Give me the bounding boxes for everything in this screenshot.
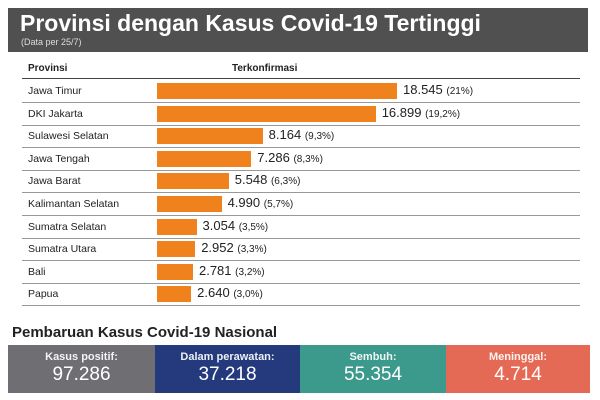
province-label: Sumatra Selatan — [28, 220, 107, 233]
stat-value: 55.354 — [343, 364, 403, 385]
stat-label: Meninggal: — [488, 351, 548, 363]
province-label: Jawa Tengah — [28, 152, 90, 165]
value-percent: (3,0%) — [233, 289, 263, 301]
value-label: 18.545 (21%) — [403, 82, 473, 97]
column-header-confirmed: Terkonfirmasi — [232, 63, 298, 74]
table-row: Papua 2.640 (3,0%) — [22, 283, 580, 307]
value-label: 2.781 (3,2%) — [199, 263, 265, 278]
stat-value: 37.218 — [198, 364, 257, 385]
stat-card: Meninggal: 4.714 — [446, 345, 590, 393]
value-percent: (21%) — [446, 86, 474, 97]
province-label: Jawa Timur — [28, 85, 82, 97]
bar — [157, 83, 397, 99]
value-number: 2.640 — [197, 285, 230, 301]
stat-value: 4.714 — [494, 364, 542, 385]
value-number: 8.164 — [268, 127, 302, 143]
table-row: Kalimantan Selatan 4.990 (5,7%) — [22, 193, 580, 216]
stat-label: Dalam perawatan: — [180, 351, 275, 363]
stat-card: Dalam perawatan: 37.218 — [155, 345, 300, 393]
bar — [157, 196, 222, 212]
bar — [157, 286, 192, 303]
province-label: Sulawesi Selatan — [28, 130, 109, 143]
value-percent: (3,3%) — [237, 244, 267, 256]
header-divider — [22, 78, 580, 79]
page-subtitle: (Data per 25/7) — [21, 37, 82, 47]
province-label: Papua — [28, 288, 59, 301]
value-number: 2.952 — [201, 240, 234, 256]
province-label: Bali — [28, 265, 46, 278]
table-row: Jawa Tengah 7.286 (8,3%) — [22, 148, 580, 171]
stat-label: Kasus positif: — [45, 351, 118, 363]
value-label: 16.899 (19,2%) — [382, 105, 460, 120]
bar — [157, 263, 193, 280]
province-label: Sumatra Utara — [28, 243, 97, 256]
value-number: 16.899 — [381, 104, 422, 120]
header-banner: Provinsi dengan Kasus Covid-19 Tertinggi… — [8, 8, 588, 52]
bar — [157, 105, 376, 122]
value-number: 4.990 — [227, 195, 261, 210]
province-label: DKI Jakarta — [28, 107, 83, 120]
value-label: 5.548 (6,3%) — [235, 172, 301, 187]
table-row: Sumatra Selatan 3.054 (3,5%) — [22, 216, 580, 239]
table-row: Jawa Barat 5.548 (6,3%) — [22, 170, 580, 194]
value-number: 3.054 — [202, 217, 236, 233]
stat-value: 97.286 — [52, 364, 111, 385]
province-label: Jawa Barat — [28, 175, 81, 188]
value-percent: (19,2%) — [425, 108, 461, 120]
stat-card: Sembuh: 55.354 — [300, 345, 446, 393]
value-number: 5.548 — [234, 172, 268, 188]
province-label: Kalimantan Selatan — [28, 198, 120, 210]
bar — [157, 128, 263, 145]
value-percent: (8,3%) — [293, 153, 323, 165]
table-row: Sulawesi Selatan 8.164 (9,3%) — [22, 125, 580, 149]
national-title: Pembaruan Kasus Covid-19 Nasional — [12, 324, 278, 341]
bar — [157, 241, 196, 258]
column-header-province: Provinsi — [28, 63, 68, 74]
table-row: Sumatra Utara 2.952 (3,3%) — [22, 238, 580, 262]
bar — [157, 218, 197, 235]
value-number: 18.545 — [403, 82, 443, 97]
value-label: 4.990 (5,7%) — [228, 195, 294, 210]
value-label: 2.640 (3,0%) — [197, 285, 263, 300]
table-row: Bali 2.781 (3,2%) — [22, 261, 580, 284]
value-label: 2.952 (3,3%) — [201, 240, 267, 255]
page-title: Provinsi dengan Kasus Covid-19 Tertinggi — [20, 10, 481, 36]
table-row: DKI Jakarta 16.899 (19,2%) — [22, 103, 580, 126]
stat-label: Sembuh: — [349, 351, 397, 363]
value-label: 8.164 (9,3%) — [269, 127, 335, 142]
bar — [157, 173, 229, 190]
value-percent: (3,2%) — [235, 266, 265, 278]
value-number: 2.781 — [198, 262, 232, 278]
bar — [157, 150, 252, 167]
value-percent: (3,5%) — [238, 221, 269, 233]
value-number: 7.286 — [257, 149, 290, 165]
value-percent: (6,3%) — [270, 176, 301, 188]
table-row: Jawa Timur 18.545 (21%) — [22, 80, 580, 103]
value-percent: (5,7%) — [263, 199, 294, 210]
stat-card: Kasus positif: 97.286 — [8, 345, 155, 393]
value-percent: (9,3%) — [304, 131, 335, 143]
value-label: 7.286 (8,3%) — [257, 150, 323, 165]
value-label: 3.054 (3,5%) — [203, 218, 269, 233]
